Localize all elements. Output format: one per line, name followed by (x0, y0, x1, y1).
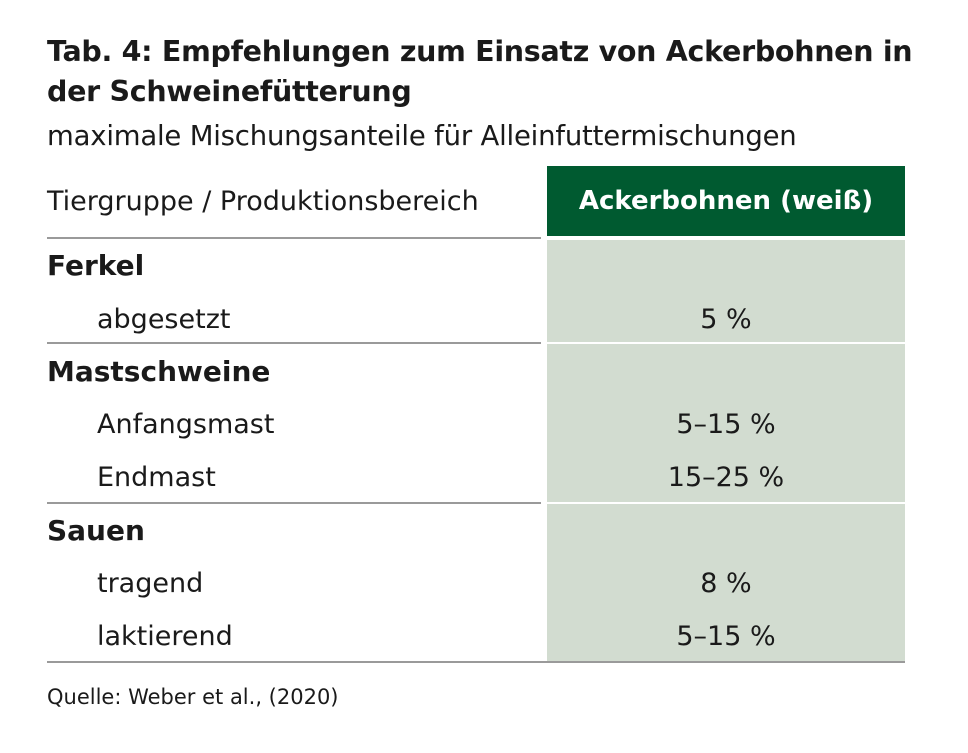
row-value: 5–15 % (676, 409, 776, 440)
group-ferkel: Ferkel (47, 249, 145, 282)
group-sauen: Sauen (47, 514, 145, 547)
bottom-rule (47, 661, 905, 663)
row-value: 8 % (700, 568, 752, 599)
source-note: Quelle: Weber et al., (2020) (47, 685, 339, 709)
value-divider-1 (547, 342, 905, 344)
table-title: Tab. 4: Empfehlungen zum Einsatz von Ack… (47, 35, 913, 108)
group-divider-2 (47, 502, 541, 504)
header-value-text: Ackerbohnen (weiß) (578, 186, 874, 216)
header-divider (47, 237, 541, 239)
row-label: laktierend (97, 621, 233, 652)
value-column-background (547, 240, 905, 663)
row-label: tragend (97, 568, 204, 599)
header-value: Ackerbohnen (weiß) (547, 166, 905, 236)
row-label: Endmast (97, 462, 216, 493)
row-value: 5 % (700, 304, 752, 335)
group-mastschweine: Mastschweine (47, 355, 271, 388)
header-label: Tiergruppe / Produktionsbereich (47, 186, 479, 217)
row-label: abgesetzt (97, 304, 231, 335)
table-subtitle: maximale Mischungsanteile für Alleinfutt… (47, 120, 797, 152)
group-divider-1 (47, 342, 541, 344)
row-label: Anfangsmast (97, 409, 275, 440)
row-value: 5–15 % (676, 621, 776, 652)
value-divider-2 (547, 502, 905, 504)
row-value: 15–25 % (667, 462, 785, 493)
